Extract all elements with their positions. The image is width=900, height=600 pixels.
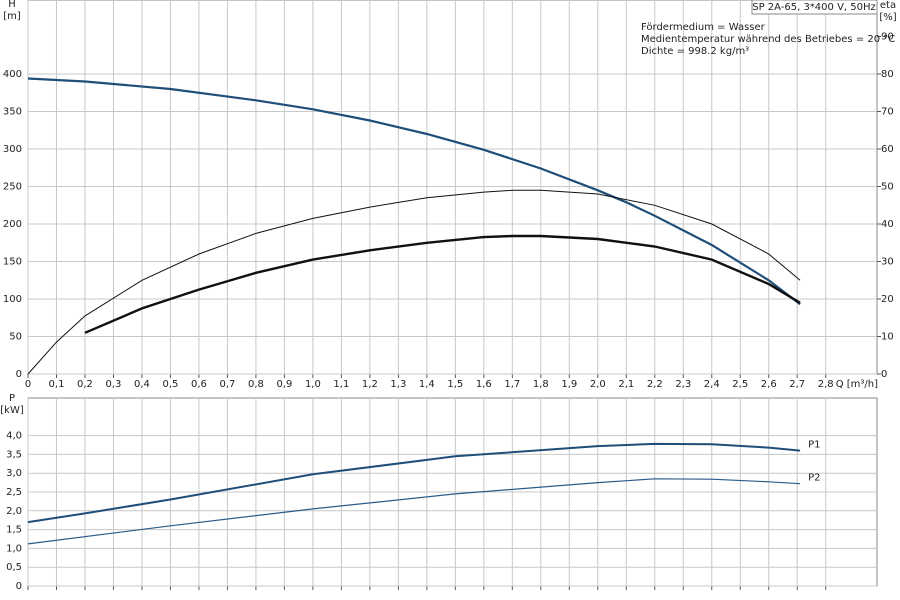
y-tick-label: 3,5 bbox=[6, 449, 22, 460]
y-tick-label: 3,0 bbox=[6, 468, 22, 479]
x-tick-label: 2,8 bbox=[818, 379, 834, 390]
x-tick-label: 0,9 bbox=[276, 379, 292, 390]
y2-tick-label: 60 bbox=[881, 144, 894, 155]
y2-tick-label: 40 bbox=[881, 219, 894, 230]
data-line bbox=[27, 478, 801, 545]
y2-tick-label: 90 bbox=[881, 32, 894, 43]
x-tick-label: 1,4 bbox=[419, 379, 435, 390]
y-axis-label: [kW] bbox=[0, 405, 24, 416]
x-tick-label: 1,6 bbox=[476, 379, 492, 390]
y-axis-label: P bbox=[9, 393, 15, 404]
y-tick-label: 350 bbox=[3, 107, 22, 118]
x-tick-label: 1,5 bbox=[447, 379, 463, 390]
y2-tick-label: 70 bbox=[881, 107, 894, 118]
y2-tick-label: 10 bbox=[881, 332, 894, 343]
x-tick-label: 0,5 bbox=[162, 379, 178, 390]
x-tick-label: 0,7 bbox=[219, 379, 235, 390]
x-tick-label: 0,2 bbox=[77, 379, 93, 390]
y-axis-label: H bbox=[8, 0, 16, 10]
x-tick-label: 0,4 bbox=[134, 379, 150, 390]
series-label: P1 bbox=[808, 440, 820, 451]
x-tick-label: 0,3 bbox=[106, 379, 122, 390]
y-tick-label: 50 bbox=[9, 332, 22, 343]
x-axis-label: Q [m³/h] bbox=[836, 379, 878, 390]
x-tick-label: 1,3 bbox=[390, 379, 406, 390]
y-tick-label: 0,5 bbox=[6, 562, 22, 573]
y2-tick-label: 0 bbox=[881, 369, 887, 380]
x-tick-label: 1,9 bbox=[561, 379, 577, 390]
y-tick-label: 400 bbox=[3, 69, 22, 80]
y2-tick-label: 50 bbox=[881, 182, 894, 193]
annotation: Fördermedium = Wasser bbox=[641, 22, 766, 33]
y-tick-label: 4,0 bbox=[6, 431, 22, 442]
y-tick-label: 0 bbox=[16, 581, 22, 592]
annotation: Medientemperatur während des Betriebes =… bbox=[641, 34, 895, 45]
y-tick-label: 2,5 bbox=[6, 487, 22, 498]
annotation: Dichte = 998.2 kg/m³ bbox=[641, 46, 749, 57]
x-tick-label: 1,8 bbox=[533, 379, 549, 390]
x-tick-label: 0,1 bbox=[49, 379, 65, 390]
y-tick-label: 150 bbox=[3, 257, 22, 268]
x-tick-label: 0,8 bbox=[248, 379, 264, 390]
chart-title: SP 2A-65, 3*400 V, 50Hz bbox=[752, 2, 876, 13]
y2-tick-label: 30 bbox=[881, 257, 894, 268]
y-tick-label: 250 bbox=[3, 182, 22, 193]
data-line bbox=[27, 77, 801, 306]
y-tick-label: 300 bbox=[3, 144, 22, 155]
x-tick-label: 2,5 bbox=[732, 379, 748, 390]
y-tick-label: 2,0 bbox=[6, 506, 22, 517]
y2-tick-label: 80 bbox=[881, 69, 894, 80]
x-tick-label: 2,1 bbox=[618, 379, 634, 390]
x-tick-label: 1,7 bbox=[504, 379, 520, 390]
x-tick-label: 2,3 bbox=[675, 379, 691, 390]
y2-tick-label: 20 bbox=[881, 294, 894, 305]
data-line bbox=[27, 442, 801, 524]
data-line bbox=[27, 189, 801, 375]
x-tick-label: 2,2 bbox=[647, 379, 663, 390]
x-tick-label: 2,4 bbox=[704, 379, 720, 390]
y-axis-label: [m] bbox=[3, 11, 21, 22]
y-tick-label: 1,5 bbox=[6, 525, 22, 536]
y2-axis-label: [%] bbox=[879, 12, 896, 23]
data-line bbox=[84, 234, 801, 334]
y-tick-label: 0 bbox=[16, 369, 22, 380]
x-tick-label: 2,7 bbox=[789, 379, 805, 390]
y2-axis-label: eta bbox=[880, 0, 896, 11]
x-tick-label: 0,6 bbox=[191, 379, 207, 390]
series-label: P2 bbox=[808, 473, 820, 484]
x-tick-label: 1,1 bbox=[333, 379, 349, 390]
y-tick-label: 100 bbox=[3, 294, 22, 305]
y-tick-label: 200 bbox=[3, 219, 22, 230]
x-tick-label: 1,0 bbox=[305, 379, 321, 390]
x-tick-label: 0 bbox=[25, 379, 31, 390]
y-tick-label: 1,0 bbox=[6, 543, 22, 554]
title-box bbox=[751, 0, 878, 15]
x-tick-label: 1,2 bbox=[362, 379, 378, 390]
x-tick-label: 2,6 bbox=[761, 379, 777, 390]
x-tick-label: 2,0 bbox=[590, 379, 606, 390]
